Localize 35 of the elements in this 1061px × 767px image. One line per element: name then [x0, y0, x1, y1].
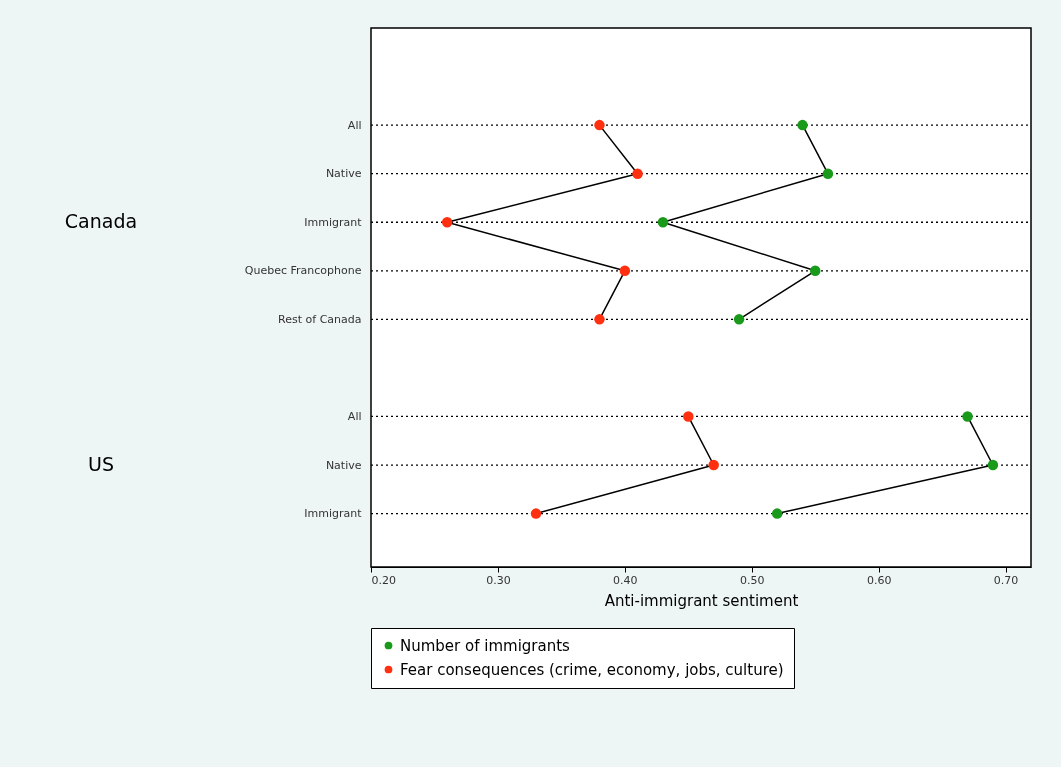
point	[594, 119, 605, 131]
y-tick-label: Rest of Canada	[278, 312, 362, 326]
point	[822, 168, 834, 179]
point	[619, 265, 631, 277]
y-tick-label: Native	[325, 458, 362, 472]
x-tick-label: 0.50	[740, 573, 765, 587]
point	[987, 459, 999, 471]
x-tick-label: 0.70	[993, 573, 1019, 587]
point	[809, 265, 821, 277]
point	[441, 217, 453, 228]
point	[733, 314, 745, 325]
y-tick-label: Quebec Francophone	[244, 264, 362, 278]
x-tick-label: 0.20	[371, 573, 396, 587]
point	[708, 459, 719, 471]
point	[594, 314, 605, 325]
text: US	[88, 453, 114, 476]
point	[683, 411, 694, 422]
legend-label: Fear consequences (crime, economy, jobs, culture)	[400, 660, 784, 679]
point	[962, 411, 973, 422]
point	[530, 508, 542, 519]
point	[632, 168, 643, 179]
y-tick-label: Immigrant	[304, 215, 363, 229]
point	[657, 217, 669, 228]
x-axis-title: Anti-immigrant sentiment	[604, 591, 799, 610]
x-tick-label: 0.30	[486, 573, 511, 587]
y-tick-label: Native	[325, 167, 362, 181]
x-tick-label: 0.40	[613, 573, 638, 587]
legend-label: Number of immigrants	[400, 636, 571, 655]
point	[771, 508, 783, 519]
y-tick-label: All	[347, 118, 362, 132]
text: Canada	[64, 210, 138, 233]
x-tick-label: 0.60	[866, 573, 892, 587]
y-tick-label: Immigrant	[304, 507, 363, 521]
y-tick-label: All	[347, 409, 362, 423]
point	[797, 119, 808, 131]
